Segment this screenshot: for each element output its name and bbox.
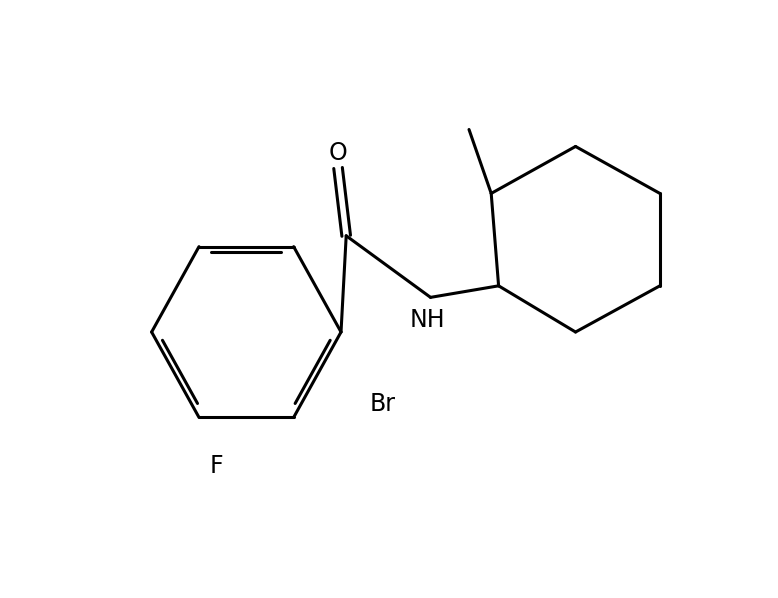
Text: NH: NH [410, 308, 446, 332]
Text: F: F [210, 454, 223, 478]
Text: Br: Br [370, 392, 396, 416]
Text: O: O [328, 141, 348, 165]
